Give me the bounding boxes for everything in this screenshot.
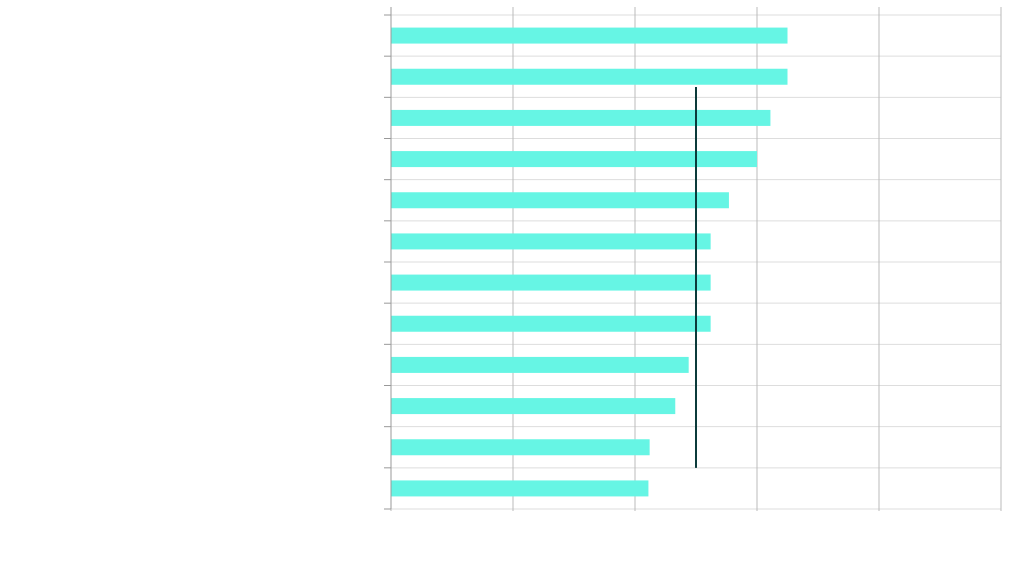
bar — [391, 480, 649, 497]
bar — [391, 233, 711, 250]
axis-layer — [384, 7, 392, 510]
bar — [391, 274, 711, 291]
bar — [391, 315, 711, 332]
bar — [391, 68, 788, 85]
bar — [391, 398, 676, 415]
bar — [391, 151, 757, 168]
bar — [391, 439, 650, 456]
bar — [391, 192, 729, 209]
bar — [391, 109, 771, 126]
bar-layer — [391, 27, 788, 497]
bar — [391, 27, 788, 44]
bar — [391, 356, 689, 373]
